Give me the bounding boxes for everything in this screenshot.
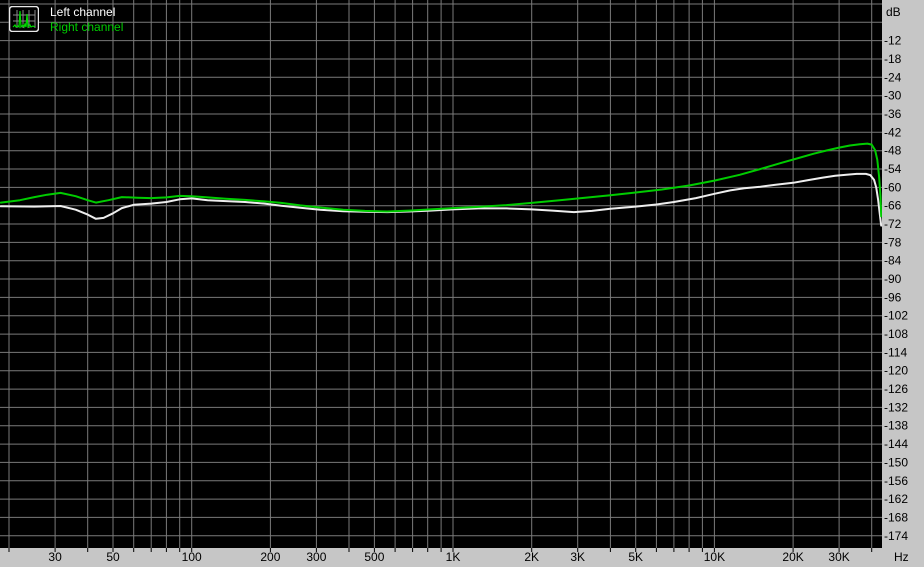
x-axis-tick-label: 5K [628, 550, 643, 564]
x-axis-tick [688, 548, 690, 552]
x-axis-tick [412, 548, 414, 552]
y-axis-tick-label: -150 [884, 455, 908, 469]
y-axis-tick-label: -72 [884, 217, 902, 231]
x-axis-tick [577, 548, 579, 552]
x-axis-tick [150, 548, 152, 552]
y-axis-tick-label: -18 [884, 52, 902, 66]
x-axis-strip [0, 548, 882, 567]
x-axis-tick [531, 548, 533, 552]
icon-spectrum-trace [12, 10, 36, 29]
x-axis-tick [191, 548, 193, 552]
y-axis-tick-label: -54 [884, 162, 902, 176]
x-axis-tick-label: 20K [782, 550, 803, 564]
x-axis-tick-label: 30K [828, 550, 849, 564]
y-axis-tick-label: -168 [884, 510, 908, 524]
y-axis-tick-label: -36 [884, 107, 902, 121]
y-axis-tick-label: -84 [884, 254, 902, 268]
y-axis-tick-label: -60 [884, 180, 902, 194]
y-axis-tick-label: -24 [884, 70, 902, 84]
x-axis-tick [427, 548, 429, 552]
x-axis-tick [269, 548, 271, 552]
y-axis-tick-label: -96 [884, 290, 902, 304]
y-axis-tick-label: -114 [884, 345, 907, 359]
icon-grid [13, 10, 36, 28]
right-channel-curve [0, 142, 883, 218]
x-axis-tick [673, 548, 675, 552]
x-axis-tick-label: 30 [48, 550, 62, 564]
x-axis-tick [179, 548, 181, 552]
x-axis-tick [133, 548, 135, 552]
y-axis-tick-label: -174 [884, 529, 908, 543]
y-axis-tick-label: -12 [884, 34, 902, 48]
y-axis-tick-label: -30 [884, 89, 902, 103]
x-axis-tick-label: 200 [260, 550, 280, 564]
x-axis-tick [54, 548, 56, 552]
y-axis-tick-label: -108 [884, 327, 908, 341]
x-axis-tick [440, 548, 442, 552]
x-axis-tick [315, 548, 317, 552]
x-axis-tick [838, 548, 840, 552]
x-axis-unit: Hz [894, 550, 909, 564]
x-axis-tick [635, 548, 637, 552]
y-axis-tick-label: -132 [884, 400, 908, 414]
y-axis-tick-label: -126 [884, 382, 908, 396]
x-axis-tick [373, 548, 375, 552]
x-axis-tick [394, 548, 396, 552]
y-axis-unit: dB [886, 5, 901, 19]
x-axis-tick [165, 548, 167, 552]
x-axis-tick [609, 548, 611, 552]
x-axis-tick-label: 1K [446, 550, 461, 564]
legend-left-channel: Left channel [50, 5, 116, 19]
x-axis-tick-label: 100 [182, 550, 202, 564]
y-axis-tick-label: -102 [884, 309, 908, 323]
x-axis-tick-label: 3K [570, 550, 585, 564]
left-channel-curve [0, 172, 883, 227]
x-axis-tick [701, 548, 703, 552]
y-axis-tick-label: -156 [884, 474, 908, 488]
x-axis-tick [713, 548, 715, 552]
y-axis-strip [882, 0, 924, 567]
x-axis-tick [452, 548, 454, 552]
x-axis-tick-label: 500 [364, 550, 384, 564]
x-axis-tick-label: 300 [306, 550, 326, 564]
x-axis-tick [87, 548, 89, 552]
legend-right-channel: Right channel [50, 20, 124, 34]
y-axis-tick-label: -138 [884, 419, 908, 433]
y-axis-tick-label: -162 [884, 492, 908, 506]
y-axis-tick-label: -90 [884, 272, 902, 286]
x-axis-tick [112, 548, 114, 552]
x-axis-tick [655, 548, 657, 552]
y-axis-tick-label: -144 [884, 437, 908, 451]
x-axis-tick [348, 548, 350, 552]
x-axis-tick [8, 548, 10, 552]
x-axis-tick-label: 50 [106, 550, 120, 564]
x-axis-tick-label: 10K [704, 550, 725, 564]
y-axis-tick-label: -48 [884, 144, 902, 158]
x-axis-tick [792, 548, 794, 552]
y-axis-tick-label: -66 [884, 199, 902, 213]
y-axis-tick-label: -120 [884, 364, 908, 378]
x-axis-tick-label: 2K [524, 550, 539, 564]
legend: Left channel Right channel [50, 5, 123, 35]
spectrum-thumbnail-icon[interactable] [9, 6, 39, 32]
x-axis-tick [871, 548, 873, 552]
y-axis-tick-label: -78 [884, 235, 902, 249]
y-axis-tick-label: -42 [884, 125, 902, 139]
